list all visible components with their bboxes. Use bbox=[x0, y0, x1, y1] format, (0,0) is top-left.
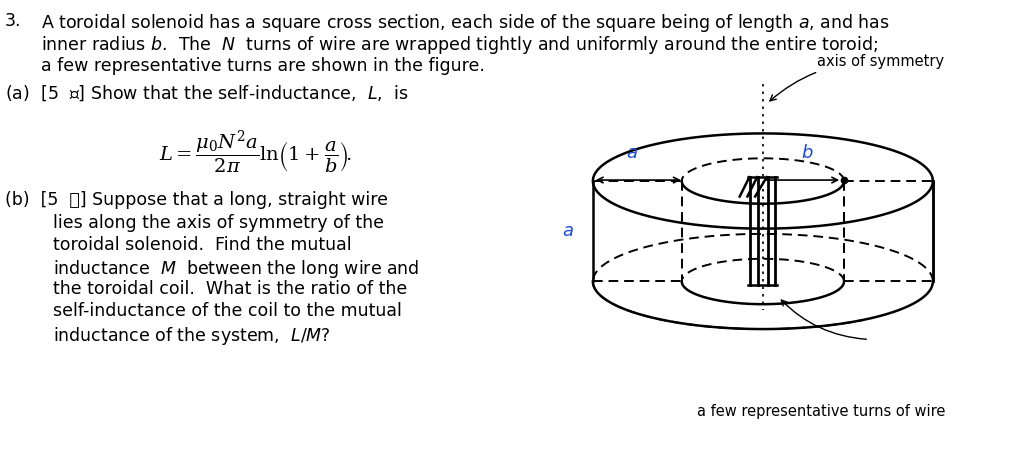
Text: toroidal solenoid.  Find the mutual: toroidal solenoid. Find the mutual bbox=[53, 236, 352, 254]
Text: $L = \dfrac{\mu_0 N^2 a}{2\pi} \ln\!\left(1 + \dfrac{a}{b}\right)\!.$: $L = \dfrac{\mu_0 N^2 a}{2\pi} \ln\!\lef… bbox=[159, 129, 352, 177]
Text: A toroidal solenoid has a square cross section, each side of the square being of: A toroidal solenoid has a square cross s… bbox=[41, 12, 890, 34]
Text: axis of symmetry: axis of symmetry bbox=[770, 54, 944, 101]
Text: self-inductance of the coil to the mutual: self-inductance of the coil to the mutua… bbox=[53, 302, 402, 320]
Text: (b)  [5  점] Suppose that a long, straight wire: (b) [5 점] Suppose that a long, straight … bbox=[5, 191, 388, 209]
Text: $b$: $b$ bbox=[801, 144, 814, 162]
Text: lies along the axis of symmetry of the: lies along the axis of symmetry of the bbox=[53, 214, 384, 232]
Text: (a)  [5  점] Show that the self-inductance,  $L$,  is: (a) [5 점] Show that the self-inductance,… bbox=[5, 84, 409, 103]
Text: the toroidal coil.  What is the ratio of the: the toroidal coil. What is the ratio of … bbox=[53, 280, 408, 298]
Text: a few representative turns are shown in the figure.: a few representative turns are shown in … bbox=[41, 57, 484, 75]
Text: inductance of the system,  $L/M$?: inductance of the system, $L/M$? bbox=[53, 325, 331, 347]
Text: $a$: $a$ bbox=[562, 222, 573, 240]
Text: a few representative turns of wire: a few representative turns of wire bbox=[696, 404, 945, 419]
Text: 3.: 3. bbox=[5, 12, 22, 30]
Text: inner radius $b$.  The  $N$  turns of wire are wrapped tightly and uniformly aro: inner radius $b$. The $N$ turns of wire … bbox=[41, 34, 879, 56]
Text: $a$: $a$ bbox=[626, 144, 637, 162]
Text: inductance  $M$  between the long wire and: inductance $M$ between the long wire and bbox=[53, 258, 420, 280]
